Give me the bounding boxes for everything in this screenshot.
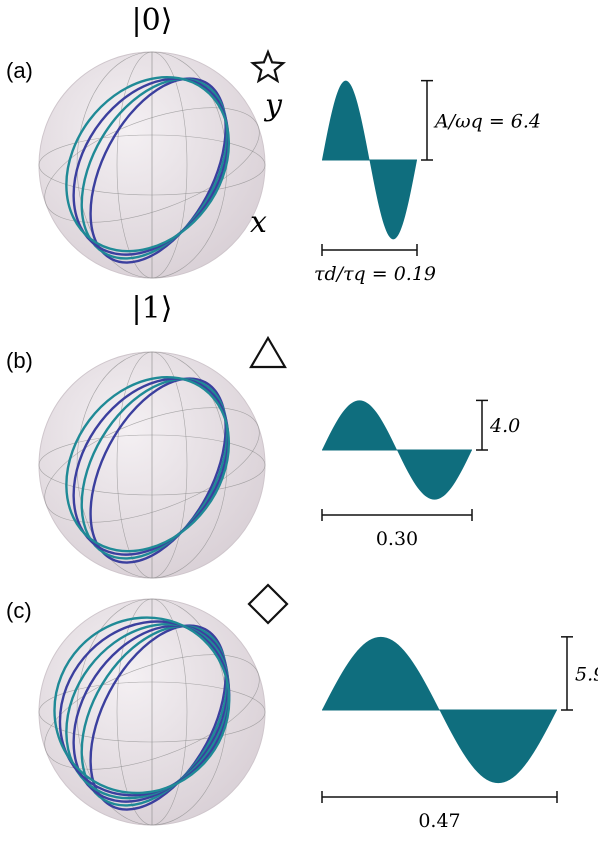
- amplitude-label: 5.9: [575, 663, 598, 685]
- panel-label: (b): [6, 348, 33, 373]
- marker-diamond: [249, 585, 287, 623]
- panel-label: (a): [6, 58, 33, 83]
- amplitude-label: A/ωq = 6.4: [433, 110, 541, 132]
- panel: (b) 4.0 0.30: [6, 338, 520, 585]
- pulse-positive: [322, 637, 440, 710]
- duration-label: 0.30: [376, 528, 418, 550]
- pulse-positive: [322, 81, 370, 160]
- marker-triangle: [251, 338, 285, 367]
- axis-x: x: [250, 205, 267, 240]
- duration-label: τd/τq = 0.19: [314, 263, 436, 285]
- pulse-negative: [370, 160, 418, 239]
- panel: (a) |0⟩ |1⟩ y x A/ωq = 6.4 τd/τq = 0.19: [6, 3, 541, 326]
- marker-star: [253, 52, 283, 81]
- pulse-negative: [440, 710, 558, 783]
- axis-y: y: [263, 88, 283, 123]
- panel: (c) 5.9 0.47: [6, 581, 598, 832]
- panel-label: (c): [6, 598, 32, 623]
- ket-top: |0⟩: [132, 3, 173, 38]
- figure: (a) |0⟩ |1⟩ y x A/ωq = 6.4 τd/τq = 0.19 (b) 4.0 0…: [0, 0, 598, 842]
- pulse-negative: [397, 450, 472, 500]
- duration-label: 0.47: [418, 810, 460, 832]
- pulse-positive: [322, 400, 397, 450]
- ket-bottom: |1⟩: [132, 291, 173, 326]
- amplitude-label: 4.0: [489, 415, 520, 437]
